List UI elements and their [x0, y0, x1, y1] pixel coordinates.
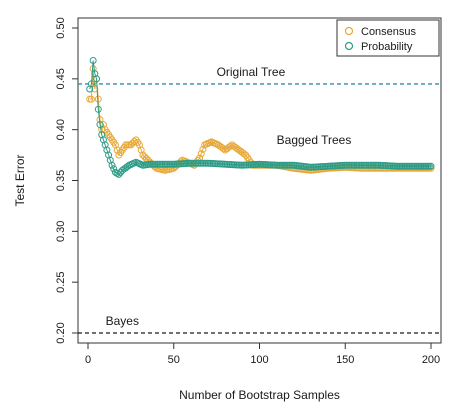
data-point — [115, 170, 123, 178]
legend-marker — [344, 26, 354, 36]
legend-marker — [344, 41, 354, 51]
data-point — [199, 145, 207, 153]
x-tick-label: 200 — [422, 354, 440, 366]
data-point — [91, 85, 99, 93]
data-point — [89, 57, 97, 65]
legend: Consensus Probability — [336, 19, 440, 57]
y-tick-label: 0.45 — [55, 68, 67, 89]
data-point — [87, 80, 95, 88]
data-point — [93, 75, 101, 83]
data-point — [111, 168, 119, 176]
data-point — [113, 169, 121, 177]
data-point — [94, 105, 102, 113]
y-tick-label: 0.50 — [55, 17, 67, 38]
series-consensus — [86, 65, 435, 174]
data-point — [427, 162, 435, 170]
series-probability — [86, 57, 435, 178]
data-point — [226, 142, 234, 150]
x-tick-label: 100 — [250, 354, 268, 366]
x-tick-label: 150 — [336, 354, 354, 366]
annotation: Bagged Trees — [277, 133, 352, 147]
x-tick-label: 50 — [168, 354, 180, 366]
reference-line-label: Bayes — [106, 314, 139, 328]
y-tick-label: 0.40 — [55, 119, 67, 140]
x-tick-label: 0 — [85, 354, 91, 366]
y-tick-label: 0.25 — [55, 271, 67, 292]
y-tick-label: 0.20 — [55, 322, 67, 343]
legend-label: Probability — [361, 41, 413, 53]
y-tick-label: 0.35 — [55, 170, 67, 191]
data-point — [110, 165, 118, 173]
x-axis-title: Number of Bootstrap Samples — [179, 388, 340, 402]
data-point — [123, 163, 131, 171]
data-point — [219, 145, 227, 153]
data-point — [87, 95, 95, 103]
reference-line-label: Original Tree — [217, 65, 286, 79]
legend-box — [336, 19, 440, 57]
data-point — [130, 138, 138, 146]
legend-label: Consensus — [361, 26, 417, 38]
data-point — [108, 161, 116, 169]
y-tick-label: 0.30 — [55, 221, 67, 242]
y-axis-title: Test Error — [13, 154, 27, 206]
data-point — [197, 150, 205, 158]
data-point — [96, 121, 104, 129]
data-point — [240, 150, 248, 158]
